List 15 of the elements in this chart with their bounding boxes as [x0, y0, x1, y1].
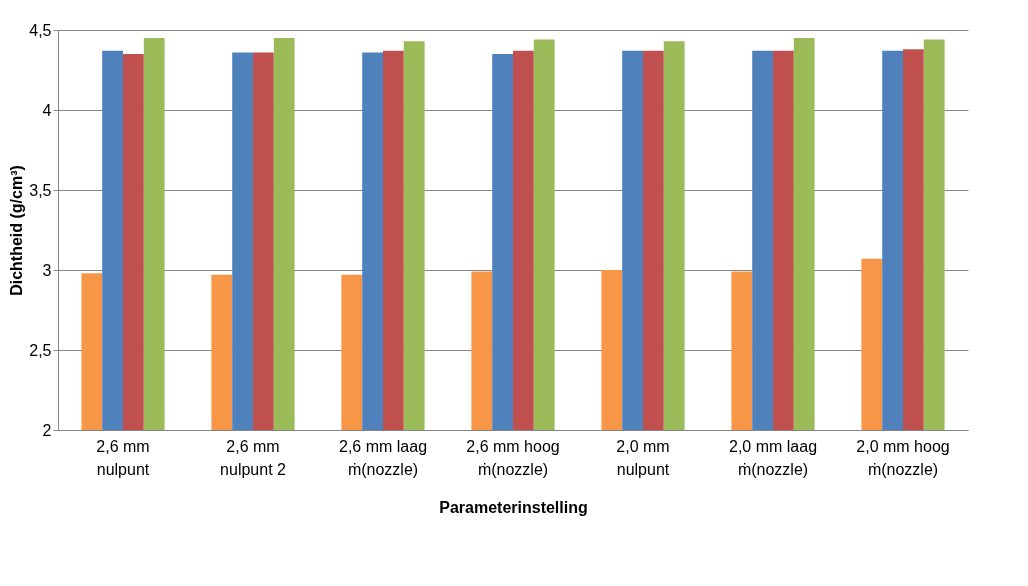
- y-tick-label: 2,5: [29, 341, 52, 359]
- x-tick-label: 2,6 mm nulpunt 2: [220, 437, 287, 478]
- x-tick-label: 2,6 mm nulpunt: [96, 437, 150, 478]
- y-tick-label: 4: [42, 101, 52, 119]
- y-tick-label: 2: [42, 421, 52, 439]
- x-tick-label: 2,0 mm hoog ṁ(nozzle): [856, 437, 950, 478]
- y-tick-label: 3,5: [29, 181, 52, 199]
- x-tick-label: 2,0 mm laag ṁ(nozzle): [728, 437, 818, 478]
- x-tick-label: 2,0 mm nulpunt: [616, 437, 670, 478]
- y-tick-label: 3: [42, 261, 52, 279]
- x-tick-label: 2,6 mm hoog ṁ(nozzle): [466, 437, 560, 478]
- x-axis-title: Parameterinstelling: [439, 498, 588, 516]
- y-tick-label: 4,5: [29, 21, 52, 39]
- x-tick-label: 2,6 mm laag ṁ(nozzle): [338, 437, 428, 478]
- y-axis-title: Dichtheid (g/cm³): [8, 165, 26, 296]
